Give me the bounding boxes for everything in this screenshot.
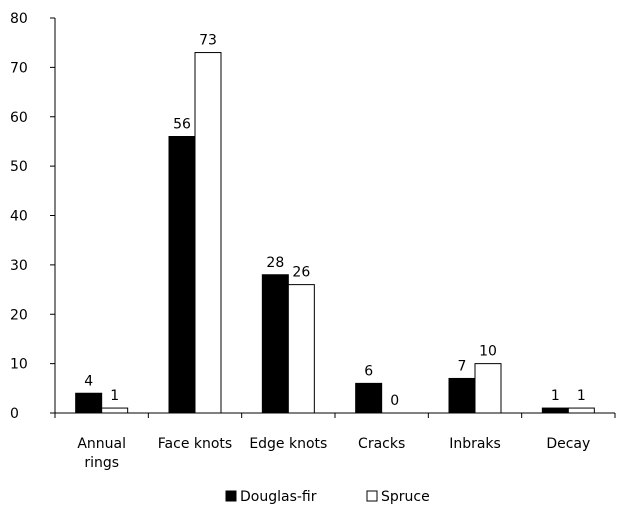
- bar-douglas-fir: [261, 274, 289, 414]
- y-tick-label: 70: [10, 60, 28, 76]
- category-label: Cracks: [358, 436, 405, 452]
- bar-douglas-fir: [168, 136, 196, 414]
- category-label: Annual: [77, 436, 126, 452]
- data-label: 28: [266, 255, 284, 271]
- data-label: 1: [551, 388, 560, 404]
- bar-douglas-fir: [541, 407, 569, 414]
- data-label: 73: [199, 33, 217, 49]
- bar-spruce: [474, 363, 502, 414]
- data-label: 1: [110, 388, 119, 404]
- data-label: 0: [390, 393, 399, 409]
- category-label: rings: [84, 455, 119, 471]
- bars: [75, 52, 595, 414]
- data-label: 56: [173, 117, 191, 133]
- y-tick-label: 60: [10, 110, 28, 126]
- legend-label: Douglas-fir: [240, 489, 317, 505]
- category-label: Decay: [546, 436, 590, 452]
- bar-spruce: [567, 407, 595, 414]
- category-label: Inbraks: [449, 436, 501, 452]
- data-labels: 4 56 28 6 7 1 1 73 26 0 10 1: [84, 33, 586, 409]
- legend-swatch: [366, 490, 378, 502]
- bar-douglas-fir: [448, 377, 476, 414]
- y-tick-label: 20: [10, 307, 28, 323]
- y-tick-label: 40: [10, 209, 28, 225]
- y-tick-label: 30: [10, 258, 28, 274]
- y-tick-label: 50: [10, 159, 28, 175]
- y-tick-label: 0: [10, 406, 19, 422]
- y-tick-label: 10: [10, 357, 28, 373]
- data-label: 6: [364, 363, 373, 379]
- data-label: 7: [458, 358, 467, 374]
- category-label: Edge knots: [249, 436, 327, 452]
- bar-spruce: [101, 407, 129, 414]
- data-label: 26: [292, 265, 310, 281]
- x-axis: Annual rings Face knots Edge knots Cracks Inb…: [54, 412, 616, 471]
- y-axis: 0 10 20 30 40 50 60 70 80: [10, 11, 56, 422]
- bar-douglas-fir: [75, 392, 103, 414]
- legend-label: Spruce: [381, 489, 430, 505]
- legend: Douglas-fir Spruce: [225, 489, 430, 505]
- bar-spruce: [287, 284, 315, 414]
- category-label: Face knots: [158, 436, 232, 452]
- legend-swatch: [225, 490, 237, 502]
- data-label: 1: [577, 388, 586, 404]
- data-label: 4: [84, 373, 93, 389]
- data-label: 10: [479, 344, 497, 360]
- bar-spruce: [194, 52, 222, 414]
- bar-douglas-fir: [355, 382, 383, 414]
- y-tick-label: 80: [10, 11, 28, 27]
